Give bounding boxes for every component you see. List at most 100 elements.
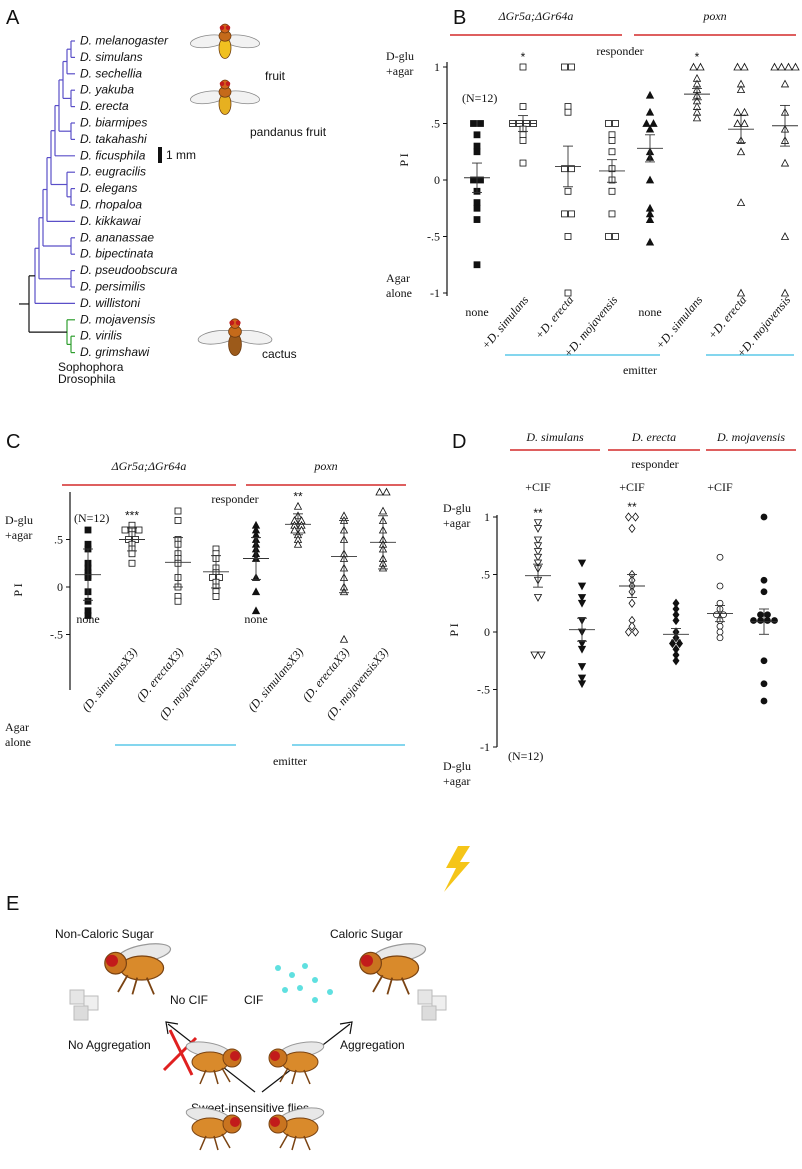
- data-point: [760, 576, 768, 584]
- y-tick-label: .5: [431, 117, 440, 131]
- data-point: [645, 215, 655, 223]
- y-bottom-label-line: D-glu: [443, 759, 471, 773]
- fly-icon: [268, 1107, 325, 1151]
- data-point: [625, 627, 632, 637]
- data-point: [780, 288, 790, 297]
- y-tick-label: 0: [484, 625, 490, 639]
- data-point: [533, 542, 543, 551]
- fly-icon: [359, 943, 427, 995]
- y-tick-label: -.5: [427, 230, 440, 244]
- group-label: ΔGr5a;ΔGr64a: [111, 459, 187, 473]
- data-point: [760, 697, 768, 705]
- data-point: [470, 120, 477, 127]
- data-point: [760, 680, 768, 688]
- x-tick-label: (D. simulansX3): [245, 645, 306, 714]
- data-point: [632, 627, 639, 637]
- species-name: D. mojavensis: [80, 312, 155, 326]
- data-point: [533, 548, 543, 556]
- fly-eye: [106, 954, 118, 967]
- y-top-label: D-glu +agar: [386, 49, 414, 78]
- y-bottom-label-line: alone: [5, 735, 31, 749]
- significance: *: [695, 50, 700, 64]
- data-point: [577, 582, 587, 591]
- data-point: [473, 199, 481, 207]
- data-point: [561, 165, 568, 173]
- data-point: [608, 210, 616, 218]
- data-point: [533, 536, 543, 545]
- data-point: [568, 210, 575, 218]
- y-bottom-label-line: Agar: [5, 720, 29, 734]
- data-point: [564, 289, 572, 297]
- y-tick-label: -1: [430, 286, 440, 300]
- fly-eye: [270, 1117, 280, 1127]
- data-point: [771, 617, 778, 624]
- fly-icon: [268, 1041, 325, 1085]
- y-tick-label: -.5: [477, 683, 490, 697]
- data-point: [577, 599, 587, 608]
- y-axis-label: P I: [397, 153, 411, 166]
- data-point: [784, 62, 793, 71]
- species-name: D. kikkawai: [80, 214, 141, 228]
- fly-eye: [225, 81, 231, 86]
- emitter-label: emitter: [273, 754, 307, 768]
- fly-icon: [190, 23, 260, 59]
- group-label: D. mojavensis: [716, 430, 785, 444]
- species-name: D. grimshawi: [80, 345, 150, 359]
- data-point: [645, 124, 655, 133]
- data-point: [84, 612, 92, 619]
- fly-label: fruit: [265, 69, 286, 83]
- fly-leg: [199, 1135, 207, 1151]
- e-title: Non-Caloric Sugar: [55, 927, 154, 941]
- y-axis-label: P I: [11, 583, 25, 596]
- data-point: [716, 582, 724, 590]
- data-point: [645, 107, 655, 116]
- data-point: [293, 501, 303, 510]
- significance: **: [293, 489, 303, 503]
- data-point: [339, 634, 349, 643]
- fly-leg: [291, 1069, 297, 1085]
- fly-leg: [386, 977, 394, 995]
- data-point: [473, 204, 481, 212]
- data-point: [645, 90, 655, 99]
- group-label: D. erecta: [631, 430, 676, 444]
- fly-eye: [219, 81, 225, 86]
- species-name: D. melanogaster: [80, 34, 169, 48]
- data-point: [791, 62, 800, 71]
- fly-leg: [199, 1069, 207, 1085]
- y-top-label-line: +agar: [386, 64, 413, 78]
- data-point: [473, 216, 481, 223]
- data-point: [561, 63, 568, 71]
- data-point: [736, 198, 746, 207]
- data-point: [533, 559, 543, 568]
- data-point: [473, 142, 481, 150]
- data-point: [716, 628, 724, 636]
- data-point: [733, 62, 742, 71]
- data-point: [645, 175, 655, 184]
- data-point: [608, 131, 616, 139]
- data-point: [760, 657, 768, 665]
- fly-eye: [229, 320, 235, 326]
- x-tick-label: none: [465, 305, 488, 319]
- data-point: [519, 103, 527, 110]
- data-point: [375, 487, 384, 496]
- data-point: [736, 85, 746, 93]
- y-top-label: D-glu +agar: [5, 513, 33, 542]
- data-point: [533, 519, 543, 528]
- data-point: [740, 62, 749, 71]
- data-point: [605, 233, 612, 240]
- data-point: [780, 232, 790, 240]
- data-point: [209, 574, 216, 581]
- y-tick-label: 0: [434, 173, 440, 187]
- data-point: [625, 512, 632, 522]
- data-point: [128, 559, 136, 567]
- species-name: D. sechellia: [80, 66, 142, 80]
- data-point: [757, 617, 764, 624]
- y-tick-label: .5: [481, 568, 490, 582]
- data-point: [561, 210, 568, 218]
- species-name: D. yakuba: [80, 83, 134, 97]
- fly-icon: [185, 1041, 242, 1085]
- cif-label: +CIF: [707, 480, 733, 494]
- data-point: [760, 588, 768, 596]
- fly-eye: [270, 1051, 280, 1061]
- data-point: [669, 638, 676, 649]
